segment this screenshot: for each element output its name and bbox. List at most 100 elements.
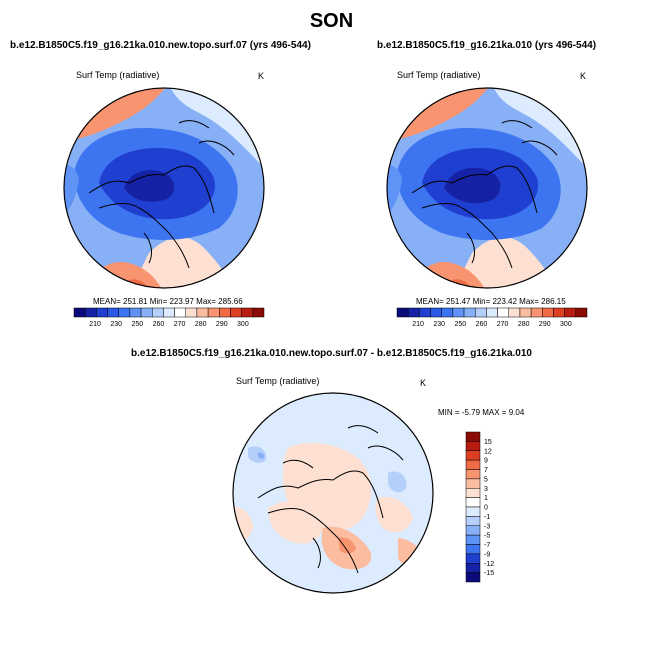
colorbar-swatch: [163, 307, 175, 318]
colorbar-tick-label: 0: [484, 505, 488, 512]
colorbar-swatch: [465, 431, 481, 442]
colorbar-tick-label: 3: [484, 486, 488, 493]
colorbar-tick-label: 9: [484, 458, 488, 465]
colorbar-swatch: [465, 469, 481, 480]
panel-1-variable-label: Surf Temp (radiative): [76, 70, 160, 80]
colorbar-swatch: [407, 307, 420, 318]
colorbar-swatch: [508, 307, 521, 318]
colorbar-swatch: [465, 488, 481, 498]
colorbar-swatch: [465, 563, 481, 573]
panel-1-stats: MEAN= 251.81 Min= 223.97 Max= 285.66: [93, 297, 243, 306]
colorbar-tick-label: 230: [110, 321, 122, 328]
colorbar-tick-label: -12: [484, 561, 494, 568]
panel-1-case-title: b.e12.B1850C5.f19_g16.21ka.010.new.topo.…: [10, 40, 311, 51]
colorbar-swatch: [465, 459, 481, 470]
colorbar-swatch: [465, 534, 481, 545]
colorbar-tick-label: 300: [237, 321, 249, 328]
colorbar-swatch: [497, 307, 510, 318]
colorbar-swatch: [118, 307, 131, 318]
panel-1-colorbar: 210 230 250 260 270 280 290 300: [73, 307, 265, 328]
colorbar-swatch: [129, 307, 142, 318]
colorbar-swatch: [465, 497, 481, 508]
colorbar-tick-label: 260: [476, 321, 488, 328]
colorbar-swatch: [84, 307, 97, 318]
panel-2-stats: MEAN= 251.47 Min= 223.42 Max= 286.15: [416, 297, 566, 306]
colorbar-swatch: [419, 307, 431, 318]
diff-panel-variable-label: Surf Temp (radiative): [236, 376, 320, 386]
colorbar-tick-label: -7: [484, 542, 490, 549]
colorbar-tick-label: 300: [560, 321, 572, 328]
colorbar-tick-label: -9: [484, 551, 490, 558]
colorbar-swatch: [452, 307, 465, 318]
panel-2-case-title: b.e12.B1850C5.f19_g16.21ka.010 (yrs 496-…: [377, 40, 597, 51]
colorbar-swatch: [441, 307, 454, 318]
colorbar-tick-label: 5: [484, 476, 488, 483]
colorbar-tick-label: -5: [484, 533, 490, 540]
colorbar-swatch: [196, 307, 209, 318]
colorbar-tick-label: 1: [484, 495, 488, 502]
colorbar-swatch: [465, 441, 481, 451]
colorbar-swatch: [465, 553, 481, 564]
colorbar-swatch: [430, 307, 442, 318]
colorbar-swatch: [252, 307, 265, 318]
diff-panel-polar-map: [232, 392, 434, 594]
colorbar-swatch: [463, 307, 476, 318]
colorbar-swatch: [465, 544, 481, 555]
panel-2-colorbar: 210 230 250 260 270 280 290 300: [396, 307, 588, 328]
colorbar-swatch: [564, 307, 577, 318]
colorbar-swatch: [96, 307, 108, 318]
colorbar-swatch: [174, 307, 187, 318]
colorbar-swatch: [465, 525, 481, 536]
season-title: SON: [309, 10, 354, 32]
colorbar-tick-label: 290: [216, 321, 228, 328]
diff-panel-units-label: K: [420, 378, 427, 388]
colorbar-tick-label: -3: [484, 523, 490, 530]
colorbar-tick-label: 7: [484, 467, 488, 474]
colorbar-swatch: [241, 307, 254, 318]
panel-2-units-label: K: [580, 71, 587, 81]
colorbar-swatch: [151, 307, 164, 318]
colorbar-tick-label: 250: [131, 321, 143, 328]
panel-1-units-label: K: [258, 71, 265, 81]
colorbar-swatch: [73, 307, 86, 318]
diff-panel-colorbar: 15 12 9 7 5 3 1 0 -1 -3 -5 -7 -9 -12 -15: [465, 431, 494, 583]
colorbar-tick-label: 210: [89, 321, 101, 328]
colorbar-tick-label: 290: [539, 321, 551, 328]
colorbar-swatch: [465, 506, 481, 517]
colorbar-tick-label: 15: [484, 439, 492, 446]
diff-panel-minmax: MIN = -5.79 MAX = 9.04: [438, 408, 525, 417]
panel-1-polar-map: [63, 87, 265, 289]
colorbar-tick-label: 12: [484, 448, 492, 455]
colorbar-swatch: [474, 307, 487, 318]
colorbar-tick-label: 250: [454, 321, 466, 328]
colorbar-tick-label: -1: [484, 514, 490, 521]
colorbar-tick-label: 260: [153, 321, 165, 328]
panel-2-variable-label: Surf Temp (radiative): [397, 70, 481, 80]
colorbar-swatch: [230, 307, 242, 318]
colorbar-tick-label: 280: [518, 321, 530, 328]
colorbar-swatch: [486, 307, 498, 318]
colorbar-tick-label: 280: [195, 321, 207, 328]
colorbar-swatch: [465, 516, 481, 526]
colorbar-swatch: [519, 307, 532, 318]
colorbar-swatch: [185, 307, 198, 318]
colorbar-swatch: [553, 307, 565, 318]
colorbar-swatch: [219, 307, 231, 318]
panel-2-polar-map: [386, 87, 588, 289]
colorbar-swatch: [465, 572, 481, 583]
colorbar-tick-label: 230: [433, 321, 445, 328]
colorbar-swatch: [396, 307, 409, 318]
colorbar-swatch: [542, 307, 554, 318]
colorbar-swatch: [107, 307, 119, 318]
colorbar-swatch: [465, 450, 481, 461]
colorbar-tick-label: 270: [497, 321, 509, 328]
diff-panel-title: b.e12.B1850C5.f19_g16.21ka.010.new.topo.…: [131, 348, 532, 359]
colorbar-swatch: [140, 307, 153, 318]
colorbar-swatch: [575, 307, 588, 318]
colorbar-swatch: [530, 307, 543, 318]
colorbar-tick-label: 210: [412, 321, 424, 328]
colorbar-tick-label: -15: [484, 570, 494, 577]
colorbar-swatch: [465, 478, 481, 489]
colorbar-swatch: [207, 307, 220, 318]
colorbar-tick-label: 270: [174, 321, 186, 328]
